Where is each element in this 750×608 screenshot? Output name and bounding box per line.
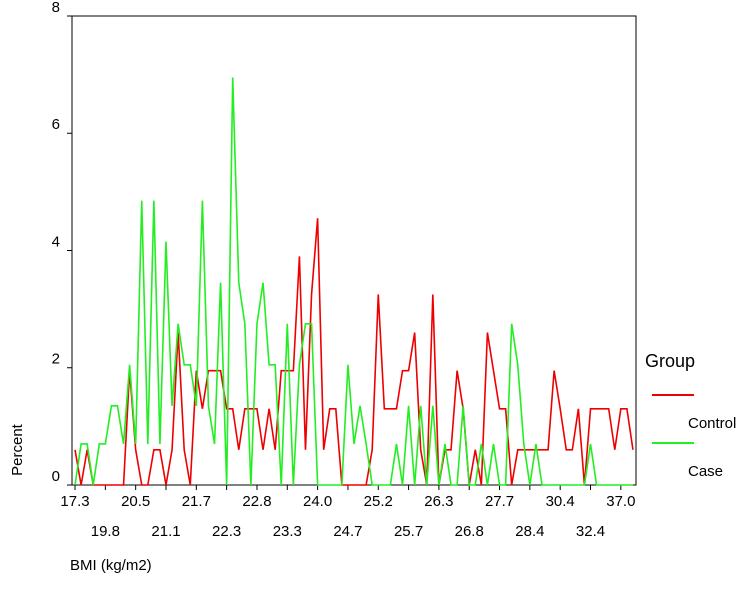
y-tick-label: 2 — [52, 351, 60, 368]
x-tick-label: 26.3 — [424, 493, 453, 510]
x-tick-label: 22.8 — [242, 493, 271, 510]
x-tick-label: 22.3 — [212, 523, 241, 540]
legend-label: Control — [688, 415, 736, 432]
y-tick-label: 4 — [52, 233, 60, 250]
y-tick-label: 6 — [52, 116, 60, 133]
x-tick-label: 25.2 — [364, 493, 393, 510]
x-tick-label: 21.7 — [182, 493, 211, 510]
y-axis-label: Percent — [9, 423, 26, 476]
data-line — [74, 218, 634, 486]
x-tick-label: 24.0 — [303, 493, 332, 510]
x-tick-label: 25.7 — [394, 523, 423, 540]
x-tick-label: 20.5 — [121, 493, 150, 510]
x-tick-label: 37.0 — [606, 493, 635, 510]
x-tick-label: 17.3 — [60, 493, 89, 510]
y-tick-label: 8 — [52, 0, 60, 16]
x-tick-label: 30.4 — [546, 493, 575, 510]
x-tick-label: 28.4 — [515, 523, 544, 540]
x-tick-label: 24.7 — [333, 523, 362, 540]
x-tick-label: 26.8 — [455, 523, 484, 540]
x-tick-label: 32.4 — [576, 523, 605, 540]
x-tick-label: 21.1 — [151, 523, 180, 540]
legend-label: Case — [688, 463, 723, 480]
x-tick-label: 19.8 — [91, 523, 120, 540]
x-tick-label: 23.3 — [273, 523, 302, 540]
y-tick-label: 0 — [52, 468, 60, 485]
x-axis-label: BMI (kg/m2) — [70, 557, 152, 574]
data-line — [74, 77, 633, 486]
x-tick-label: 27.7 — [485, 493, 514, 510]
legend-title: Group — [645, 351, 695, 371]
